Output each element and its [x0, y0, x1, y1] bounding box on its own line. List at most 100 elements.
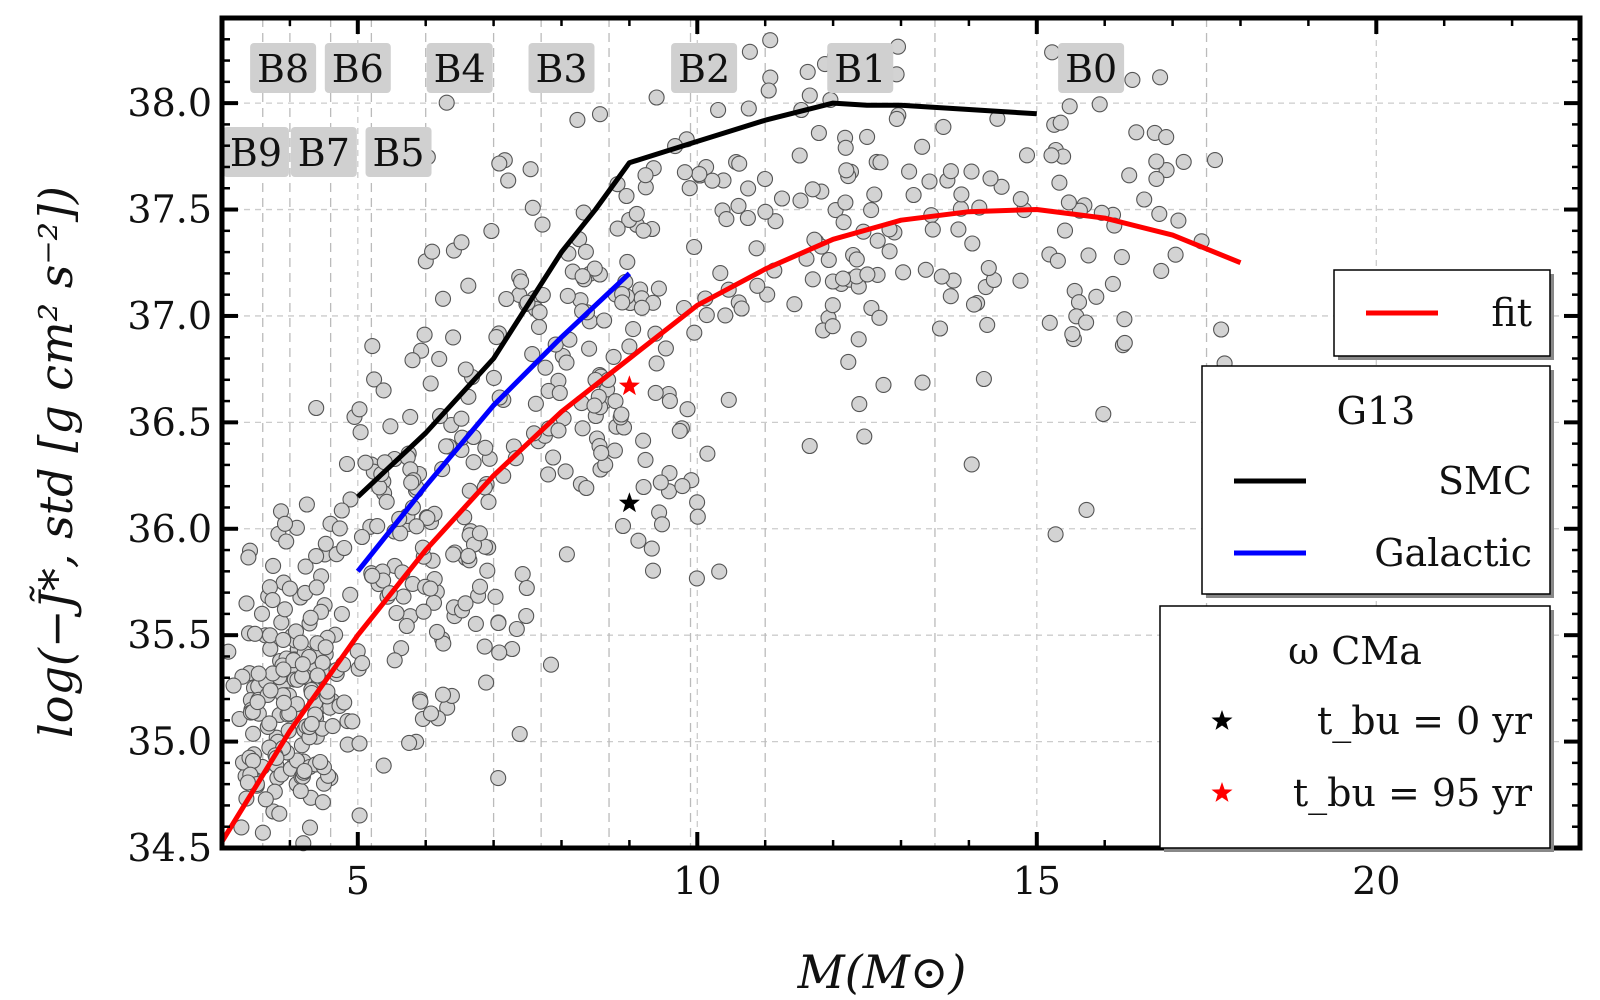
scatter-point [799, 63, 816, 80]
scatter-point [537, 359, 554, 376]
scatter-point [644, 562, 662, 579]
scatter-point [276, 515, 294, 532]
scatter-point [757, 203, 774, 220]
scatter-point [445, 329, 462, 346]
legend-star-swatch [1211, 782, 1233, 802]
scatter-point [731, 155, 748, 172]
scatter-point [434, 686, 452, 703]
scatter-point [308, 548, 325, 565]
x-axis-label: M(M⊙) [797, 945, 967, 999]
scatter-point [246, 625, 264, 642]
scatter-point [613, 406, 630, 423]
scatter-point [233, 819, 250, 836]
scatter-point [457, 595, 474, 612]
scatter-point [569, 111, 586, 128]
scatter-point [712, 265, 729, 282]
scatter-point [338, 455, 356, 473]
scatter-point [834, 270, 852, 287]
scatter-point [333, 605, 350, 623]
scatter-point [296, 762, 313, 780]
scatter-point [344, 713, 361, 730]
scatter-point [942, 163, 959, 180]
scatter-point [487, 588, 504, 605]
scatter-point [257, 791, 274, 808]
scatter-point [851, 396, 868, 413]
scatter-point [875, 376, 892, 393]
scatter-point [698, 307, 715, 324]
scatter-point [643, 540, 660, 557]
scatter-point [1136, 191, 1153, 208]
scatter-point [711, 563, 728, 580]
y-tick-label: 37.5 [127, 188, 212, 232]
scatter-point [605, 348, 622, 365]
spectral-type-label: B4 [434, 47, 486, 91]
scatter-point [964, 235, 981, 252]
scatter-point [404, 352, 421, 369]
scatter-point [491, 155, 508, 172]
scatter-point [480, 493, 497, 510]
scatter-point [792, 192, 809, 209]
star-markers [618, 375, 640, 513]
scatter-point [342, 586, 359, 603]
scatter-point [593, 444, 610, 461]
scatter-point [478, 674, 495, 691]
spectral-type-b9: B9 [222, 127, 289, 177]
legend-entry-label: t_bu = 95 yr [1293, 771, 1533, 816]
scatter-point [619, 253, 636, 270]
y-tick-label: 35.0 [127, 720, 212, 764]
scatter-point [676, 164, 693, 181]
scatter-point [871, 309, 888, 326]
scatter-point [225, 677, 242, 694]
scatter-point [935, 118, 952, 135]
scatter-point [1091, 96, 1108, 113]
spectral-type-b4: B4 [426, 43, 493, 93]
scatter-point [445, 546, 462, 563]
scatter-point [294, 656, 311, 673]
scatter-point [351, 735, 368, 752]
scatter-point [1012, 272, 1029, 289]
scatter-point [490, 614, 507, 632]
scatter-point [333, 502, 350, 519]
scatter-point [301, 819, 319, 836]
x-tick-label: 5 [346, 859, 370, 903]
scatter-point [527, 395, 544, 412]
scatter-point [1213, 321, 1230, 338]
spectral-type-label: B6 [332, 47, 384, 91]
scatter-point [1116, 311, 1133, 328]
scatter-point [801, 437, 818, 455]
scatter-point [1056, 222, 1074, 239]
scatter-point [1167, 246, 1184, 263]
scatter-point [1018, 147, 1036, 164]
scatter-point [1049, 252, 1066, 269]
scatter-point [317, 639, 334, 656]
scatter-point [689, 494, 706, 511]
scatter-point [353, 528, 371, 546]
scatter-point [717, 307, 734, 324]
spectral-type-b6: B6 [324, 43, 391, 93]
y-tick-label: 35.5 [127, 613, 212, 657]
scatter-point [457, 361, 474, 378]
scatter-point [302, 609, 319, 626]
scatter-point [1041, 314, 1058, 331]
scatter-point [863, 202, 880, 219]
scatter-point [262, 640, 279, 657]
spectral-type-label: B3 [535, 47, 587, 91]
scatter-point [262, 682, 279, 699]
scatter-point [1148, 170, 1165, 187]
scatter-point [557, 463, 574, 480]
scatter-point [824, 297, 841, 314]
spectral-type-b3: B3 [528, 43, 595, 93]
scatter-point [369, 518, 386, 535]
scatter-point [1078, 501, 1095, 518]
scatter-point [490, 770, 507, 787]
spectral-type-label: B2 [678, 47, 730, 91]
scatter-point [354, 655, 371, 672]
scatter-point [1052, 114, 1069, 131]
scatter-point [773, 190, 791, 207]
scatter-point [558, 546, 575, 563]
scatter-point [931, 320, 949, 337]
scatter-point [801, 87, 818, 104]
scatter-point [804, 181, 821, 198]
scatter-point [614, 294, 631, 311]
scatter-point [1175, 153, 1192, 170]
